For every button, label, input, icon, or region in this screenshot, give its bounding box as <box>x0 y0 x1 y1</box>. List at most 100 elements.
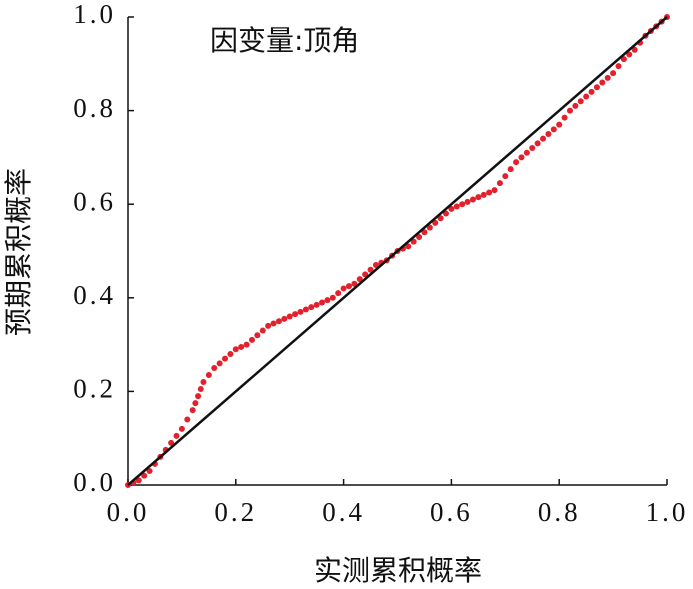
point <box>192 400 199 407</box>
point <box>259 327 266 334</box>
point <box>292 311 299 318</box>
point <box>604 74 611 81</box>
point <box>432 219 439 226</box>
point <box>146 467 153 474</box>
point <box>211 365 218 371</box>
x-tick-label: 0.6 <box>430 497 473 527</box>
point <box>248 336 255 343</box>
point <box>459 201 466 208</box>
point <box>620 56 627 63</box>
point <box>545 131 552 137</box>
x-tick-label: 1.0 <box>646 497 689 527</box>
point <box>615 63 622 70</box>
point <box>626 51 633 58</box>
point <box>556 121 563 128</box>
point <box>141 472 148 479</box>
point <box>254 332 261 339</box>
point <box>453 203 460 210</box>
x-tick-label: 0.0 <box>107 497 150 527</box>
annotation: 因变量:顶角 <box>210 24 359 57</box>
point <box>405 243 412 250</box>
point <box>486 189 493 196</box>
point <box>480 191 487 198</box>
point <box>464 198 471 205</box>
point <box>302 306 309 313</box>
point <box>561 114 568 121</box>
point <box>443 210 450 217</box>
point <box>475 194 482 201</box>
point <box>513 159 520 166</box>
point <box>550 126 557 133</box>
y-tick-label: 0.6 <box>73 186 116 216</box>
x-axis-label: 实测累积概率 <box>314 554 482 587</box>
point <box>367 266 374 273</box>
point <box>610 70 617 77</box>
point <box>135 477 142 484</box>
point <box>502 173 509 180</box>
point <box>356 276 363 283</box>
point <box>313 301 320 308</box>
point <box>297 308 304 315</box>
point <box>270 320 277 327</box>
point <box>496 180 503 187</box>
y-axis-label: 预期累积概率 <box>2 168 35 336</box>
point <box>362 271 369 278</box>
point <box>345 283 352 290</box>
point <box>200 379 207 386</box>
y-tick-label: 0.0 <box>73 467 116 497</box>
point <box>469 196 476 203</box>
y-tick-label: 0.2 <box>73 374 116 404</box>
x-tick-label: 0.2 <box>214 497 257 527</box>
point <box>168 439 175 446</box>
point <box>351 280 358 287</box>
point <box>534 140 541 147</box>
point <box>222 355 229 362</box>
point <box>437 215 444 222</box>
point <box>329 294 336 301</box>
point <box>491 187 498 194</box>
point <box>588 88 595 95</box>
reference-line <box>127 16 668 486</box>
point <box>335 290 342 297</box>
point <box>340 285 347 292</box>
point <box>265 322 272 329</box>
point <box>184 416 191 423</box>
point <box>205 372 212 379</box>
point <box>421 229 428 236</box>
point <box>308 304 315 311</box>
point <box>216 360 223 367</box>
x-tick-label: 0.8 <box>538 497 581 527</box>
point <box>572 102 579 109</box>
point <box>577 98 584 105</box>
point <box>227 350 234 357</box>
point <box>523 149 530 156</box>
point <box>319 299 326 306</box>
point <box>189 407 196 414</box>
y-tick-label: 1.0 <box>73 0 116 29</box>
point <box>286 313 293 320</box>
point <box>416 233 423 240</box>
point <box>448 205 455 212</box>
point <box>426 224 433 231</box>
point <box>540 135 547 142</box>
point <box>232 346 239 353</box>
point <box>518 154 525 161</box>
point <box>599 79 606 86</box>
point <box>275 318 282 325</box>
point <box>243 341 250 348</box>
point <box>281 315 288 322</box>
point <box>178 425 185 432</box>
point <box>410 238 417 245</box>
point <box>593 84 600 91</box>
point <box>583 93 590 100</box>
y-tick-label: 0.8 <box>73 93 116 123</box>
point <box>507 166 514 173</box>
x-tick-label: 0.4 <box>322 497 365 527</box>
point <box>566 107 573 114</box>
y-tick-label: 0.4 <box>73 280 116 310</box>
point <box>631 46 638 53</box>
point <box>529 145 536 152</box>
point <box>195 393 202 400</box>
point <box>173 432 180 439</box>
